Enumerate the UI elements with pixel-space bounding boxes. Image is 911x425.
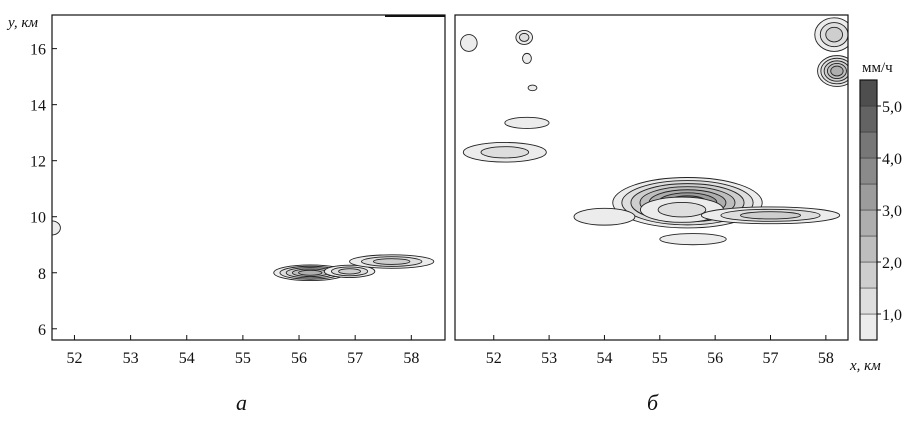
colorbar-swatch: [859, 287, 878, 315]
contour-level: [504, 116, 550, 129]
colorbar-swatch: [859, 79, 878, 107]
contour-level: [338, 268, 361, 275]
contour-level: [52, 220, 61, 236]
colorbar-tick-label: 5,0: [882, 99, 902, 116]
x-tick-label: 58: [818, 350, 834, 367]
panel-a-ylabel: y, км: [6, 15, 38, 31]
panel-b-frame: [454, 14, 849, 341]
contour-level: [830, 65, 844, 77]
colorbar-unit-label: мм/ч: [862, 60, 893, 76]
colorbar-swatch: [859, 105, 878, 133]
colorbar-swatch: [859, 183, 878, 211]
colorbar-tick-label: 2,0: [882, 255, 902, 272]
colorbar-tick-label: 1,0: [882, 307, 902, 324]
contour-level: [740, 211, 801, 220]
contour-level: [460, 34, 478, 52]
x-tick-label: 58: [403, 350, 419, 367]
contour-level: [372, 258, 411, 265]
contour-level: [298, 269, 323, 276]
contour-level: [657, 202, 707, 218]
x-tick-label: 52: [486, 350, 502, 367]
y-tick-label: 8: [38, 266, 46, 283]
y-tick-label: 10: [30, 210, 46, 227]
panel-a-caption: а: [236, 390, 247, 415]
y-tick-label: 6: [38, 322, 46, 339]
contour-feature: [814, 17, 848, 52]
contour-level: [573, 207, 636, 226]
x-tick-label: 54: [596, 350, 612, 367]
x-tick-label: 53: [123, 350, 139, 367]
contour-level: [527, 84, 538, 92]
panel-b-ticks: 52 53 54 55 56 57 58: [486, 335, 834, 367]
contour-feature: [817, 55, 848, 87]
panel-b-xlabel: x, км: [849, 358, 881, 374]
colorbar-swatch: [859, 157, 878, 185]
x-tick-label: 57: [763, 350, 779, 367]
contour-feature: [515, 29, 533, 45]
colorbar-swatch: [859, 235, 878, 263]
colorbar-swatch: [859, 131, 878, 159]
colorbar-tick-label: 3,0: [882, 203, 902, 220]
x-tick-label: 56: [291, 350, 307, 367]
y-tick-label: 14: [30, 98, 46, 115]
colorbar: мм/ч 1,0 2,0 3,0 4,0 5,0: [859, 60, 902, 341]
colorbar-swatch: [859, 313, 878, 341]
contour-level: [825, 26, 844, 43]
y-tick-label: 12: [30, 154, 46, 171]
contour-feature: [52, 220, 61, 236]
panel-a: 52 53 54 55 56 57 58 6 8 10 12 14 16 y, км а: [6, 14, 446, 415]
contour-feature: [700, 206, 841, 225]
contour-feature: [522, 52, 532, 64]
panel-b-background: [455, 15, 848, 340]
contour-level: [518, 32, 530, 42]
x-tick-label: 52: [66, 350, 82, 367]
colorbar-ticks: 1,0 2,0 3,0 4,0 5,0: [877, 99, 902, 324]
colorbar-swatch: [859, 261, 878, 289]
x-tick-label: 57: [347, 350, 363, 367]
contour-feature: [349, 254, 435, 269]
colorbar-tick-label: 4,0: [882, 151, 902, 168]
x-tick-label: 55: [235, 350, 251, 367]
colorbar-swatch: [859, 209, 878, 237]
contour-feature: [504, 116, 550, 129]
colorbar-swatches: [859, 79, 878, 341]
x-tick-label: 53: [541, 350, 557, 367]
contour-feature: [323, 264, 376, 278]
x-tick-label: 54: [179, 350, 195, 367]
panel-b-contours: [460, 17, 848, 246]
contour-feature: [573, 207, 636, 226]
panel-a-background: [52, 15, 445, 340]
x-tick-label: 55: [652, 350, 668, 367]
contour-feature: [527, 84, 538, 92]
contour-feature: [462, 142, 547, 163]
contour-level: [522, 52, 532, 64]
x-tick-label: 56: [707, 350, 723, 367]
panel-a-contours: [52, 220, 435, 282]
panel-a-frame: [51, 14, 446, 341]
contour-level: [659, 233, 727, 246]
contour-feature: [659, 233, 727, 246]
contour-feature: [460, 34, 478, 52]
panel-b-caption: б: [647, 390, 659, 415]
y-tick-label: 16: [30, 42, 46, 59]
contour-level: [480, 146, 530, 159]
panel-a-ticks: 52 53 54 55 56 57 58 6 8 10 12 14 16: [30, 42, 419, 367]
panel-b: 52 53 54 55 56 57 58 x, км б: [454, 14, 881, 415]
